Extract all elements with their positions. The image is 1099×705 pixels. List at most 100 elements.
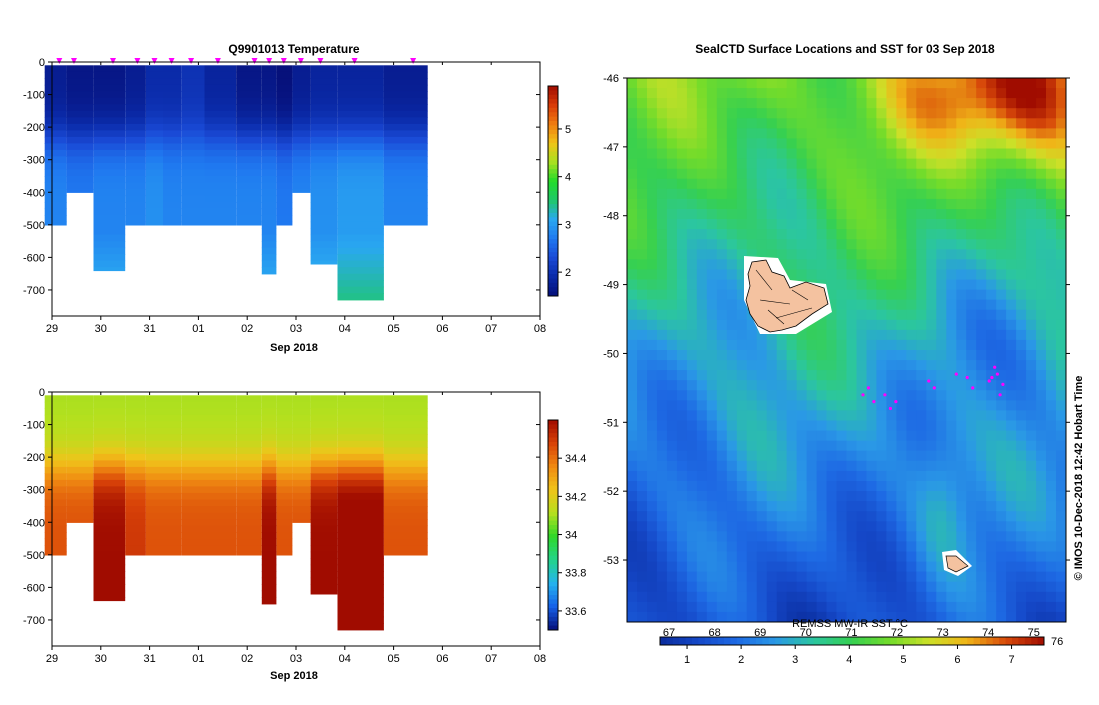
temperature-profile [383,65,428,226]
sst-cell [706,138,718,149]
salinity-cell [204,479,237,487]
sst-cell [716,299,728,311]
sst-cell [647,591,658,603]
sst-cell [656,249,668,260]
sst-cell [756,470,768,482]
sst-cell [826,551,837,562]
sst-cell [976,329,987,341]
sst-cell [1016,178,1027,190]
sst-cell [796,420,807,431]
sst-cell [1036,178,1047,190]
sst-cell [676,460,688,472]
sst-cell [706,219,718,230]
sst-cell [716,329,728,341]
sst-cell [776,329,788,341]
sst-cell [1046,601,1057,613]
temperature-cell [292,149,311,157]
sst-cell [627,329,638,341]
sst-cell [796,521,807,532]
sst-cell [976,178,987,190]
salinity-cell [125,532,146,540]
seal-location-point [866,386,871,390]
sst-cell [986,440,997,452]
sst-cell [706,360,718,371]
temperature-y-ticks: 0-100-200-300-400-500-600-700 [23,57,540,297]
salinity-colorbar-swatch [548,481,558,487]
sst-cell [966,158,977,170]
sst-cell [666,601,678,613]
profile-marker [70,58,77,64]
salinity-cell [163,453,182,461]
sst-cell [666,188,678,200]
sst-cell [1036,551,1047,562]
sst-cell [916,168,927,180]
sst-cell [786,108,797,119]
profile-marker [188,58,195,64]
sst-colorbar-swatch [813,637,821,645]
sst-cell [1036,581,1047,593]
profile-marker [297,58,304,64]
sst-cell [776,249,788,260]
sst-cell [716,400,728,411]
salinity-cell [261,460,277,468]
sst-cell [916,481,927,492]
temperature-profile [204,65,237,226]
sst-cell [896,339,907,351]
sst-cell [637,481,648,492]
sst-cell [1046,88,1057,99]
sst-cell [666,531,678,542]
sst-cell [1026,259,1037,270]
salinity-cell [44,551,67,556]
salinity-cell [44,453,67,461]
salinity-cell [337,545,384,553]
sst-cell [756,430,768,442]
sst-cell [766,561,778,573]
temperature-colorbar-swatch [548,99,558,104]
sst-cell [816,219,827,230]
sst-cell [936,410,947,421]
salinity-cell [310,401,338,409]
sst-cell [1056,561,1066,573]
sst-cell [706,440,718,452]
salinity-cell [163,519,182,527]
salinity-profile [337,395,384,631]
sst-cell [956,289,967,301]
sst-cell [886,309,897,321]
temperature-cell [125,91,146,99]
temperature-cell [145,123,163,131]
sst-cell [916,380,927,391]
salinity-cell [383,414,428,422]
sst-cell [896,259,907,270]
sst-colorbar-top-label: 70 [800,627,812,639]
sst-cell [776,551,788,562]
temperature-cell [145,104,163,112]
sst-cell [706,470,718,482]
sst-cell [916,198,927,210]
temperature-cell [383,176,428,184]
salinity-cell [66,421,94,429]
sst-cell [1026,531,1037,542]
salinity-cell [337,414,384,422]
sst-cell [766,460,778,472]
sst-cell [846,329,857,341]
sst-cell [826,440,837,452]
temperature-cell [145,162,163,170]
sst-cell [1046,128,1057,139]
sst-cell [936,551,947,562]
sst-cell [786,611,797,622]
sst-cell [746,390,758,401]
temperature-cell [125,169,146,177]
sst-cell [656,158,668,170]
sst-cell [1026,319,1037,331]
salinity-cell [310,545,338,553]
sst-cell [1056,188,1066,200]
salinity-cell [276,408,293,416]
sst-cell [1046,470,1057,482]
sst-cell [886,481,897,492]
temperature-cell [181,176,205,184]
sst-cell [836,491,847,502]
sst-cell [647,440,658,452]
salinity-cell [163,545,182,553]
temperature-cell [337,280,384,288]
temperature-cell [337,104,384,112]
